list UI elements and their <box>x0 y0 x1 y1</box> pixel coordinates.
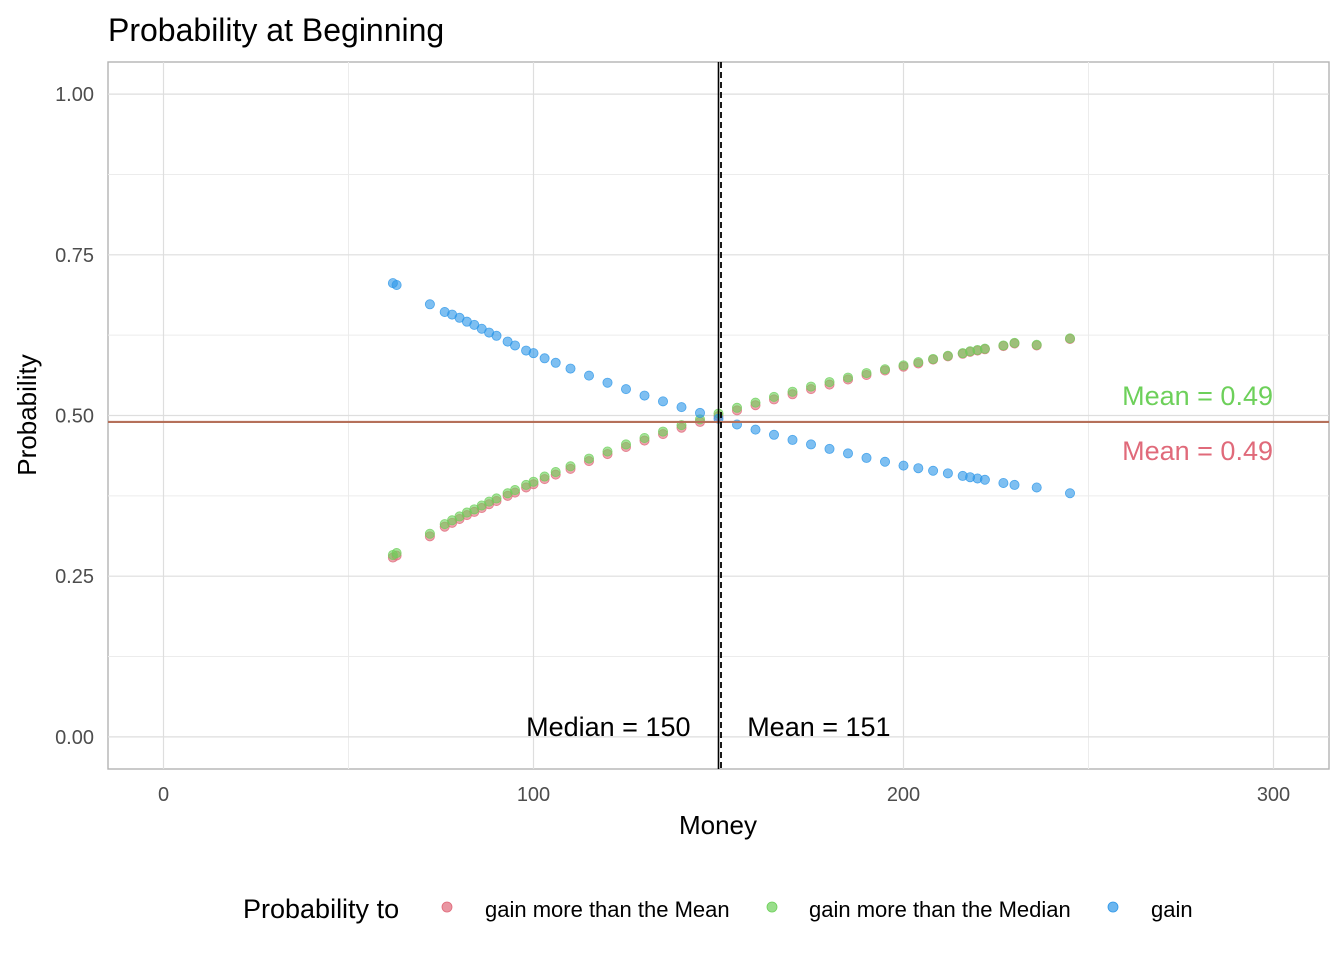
x-tick-label: 100 <box>517 784 550 806</box>
x-axis-label: Money <box>679 810 757 840</box>
mean-median-series-annotation: Mean = 0.49 <box>1122 381 1273 411</box>
y-tick-label: 0.00 <box>55 727 94 749</box>
point-gain-more-than-the-median <box>391 548 402 559</box>
reference-lines <box>108 62 1329 769</box>
point-gain-more-than-the-median <box>1009 337 1020 348</box>
point-gain <box>806 439 817 450</box>
point-gain <box>861 452 872 463</box>
y-tick-label: 0.50 <box>55 406 94 428</box>
point-gain <box>880 456 891 467</box>
point-gain-more-than-the-median <box>528 476 539 487</box>
point-gain <box>639 390 650 401</box>
point-gain <box>509 340 520 351</box>
legend-label-mean: gain more than the Mean <box>485 897 730 922</box>
point-gain-more-than-the-median <box>913 357 924 368</box>
x-tick-label: 300 <box>1257 784 1290 806</box>
point-gain <box>942 468 953 479</box>
point-gain <box>898 460 909 471</box>
point-gain <box>424 299 435 310</box>
point-gain-more-than-the-median <box>750 397 761 408</box>
point-gain <box>676 402 687 413</box>
point-gain-more-than-the-median <box>998 340 1009 351</box>
legend-title: Probability to <box>243 894 399 924</box>
point-gain <box>769 429 780 440</box>
point-gain-more-than-the-median <box>550 467 561 478</box>
point-gain-more-than-the-median <box>898 360 909 371</box>
point-gain-more-than-the-median <box>843 372 854 383</box>
x-tick-label: 0 <box>158 784 169 806</box>
point-gain <box>1031 482 1042 493</box>
legend-key-gain <box>1107 901 1119 913</box>
point-gain <box>658 396 669 407</box>
point-gain <box>621 384 632 395</box>
point-gain-more-than-the-median <box>942 350 953 361</box>
point-gain <box>584 370 595 381</box>
point-gain-more-than-the-median <box>787 386 798 397</box>
point-gain-more-than-the-median <box>639 432 650 443</box>
point-gain-more-than-the-median <box>732 402 743 413</box>
y-tick-label: 0.25 <box>55 566 94 588</box>
point-gain <box>550 357 561 368</box>
x-axis-ticks: 0 100 200 300 <box>158 784 1290 806</box>
point-gain <box>565 363 576 374</box>
point-gain <box>1009 479 1020 490</box>
point-gain <box>913 463 924 474</box>
point-gain-more-than-the-median <box>806 381 817 392</box>
point-gain-more-than-the-median <box>602 446 613 457</box>
point-gain <box>695 407 706 418</box>
point-gain <box>787 434 798 445</box>
chart-title: Probability at Beginning <box>108 12 444 48</box>
point-gain-more-than-the-median <box>1065 333 1076 344</box>
point-gain <box>539 353 550 364</box>
point-gain <box>979 474 990 485</box>
point-gain-more-than-the-median <box>424 528 435 539</box>
point-gain <box>843 448 854 459</box>
legend-key-mean <box>441 901 453 913</box>
point-gain-more-than-the-median <box>979 343 990 354</box>
point-gain-more-than-the-median <box>861 368 872 379</box>
point-gain-more-than-the-median <box>565 461 576 472</box>
y-tick-label: 0.75 <box>55 245 94 267</box>
point-gain-more-than-the-median <box>928 353 939 364</box>
point-gain <box>391 280 402 291</box>
point-gain-more-than-the-median <box>491 493 502 504</box>
x-tick-label: 200 <box>887 784 920 806</box>
point-gain <box>1065 488 1076 499</box>
point-gain-more-than-the-median <box>658 426 669 437</box>
point-gain <box>602 377 613 388</box>
point-gain <box>750 424 761 435</box>
point-gain <box>491 330 502 341</box>
point-gain-more-than-the-median <box>584 453 595 464</box>
point-gain <box>928 465 939 476</box>
point-gain-more-than-the-median <box>621 439 632 450</box>
point-gain-more-than-the-median <box>1031 339 1042 350</box>
point-gain <box>528 348 539 359</box>
point-gain-more-than-the-median <box>769 391 780 402</box>
point-gain-more-than-the-median <box>824 377 835 388</box>
legend: Probability to gain more than the Mean g… <box>243 894 1193 924</box>
grid-major <box>108 62 1329 769</box>
point-gain-more-than-the-median <box>880 364 891 375</box>
point-gain <box>824 443 835 454</box>
scatter-points <box>387 278 1076 563</box>
mean-x-annotation: Mean = 151 <box>747 712 890 742</box>
y-axis-label: Probability <box>12 354 42 475</box>
y-tick-label: 1.00 <box>55 84 94 106</box>
y-axis-ticks: 0.00 0.25 0.50 0.75 1.00 <box>55 84 94 749</box>
point-gain-more-than-the-median <box>509 485 520 496</box>
median-annotation: Median = 150 <box>526 712 690 742</box>
legend-label-median: gain more than the Median <box>809 897 1071 922</box>
mean-mean-series-annotation: Mean = 0.49 <box>1122 436 1273 466</box>
point-gain-more-than-the-median <box>539 471 550 482</box>
point-gain <box>998 477 1009 488</box>
legend-label-gain: gain <box>1151 897 1193 922</box>
legend-key-median <box>766 901 778 913</box>
